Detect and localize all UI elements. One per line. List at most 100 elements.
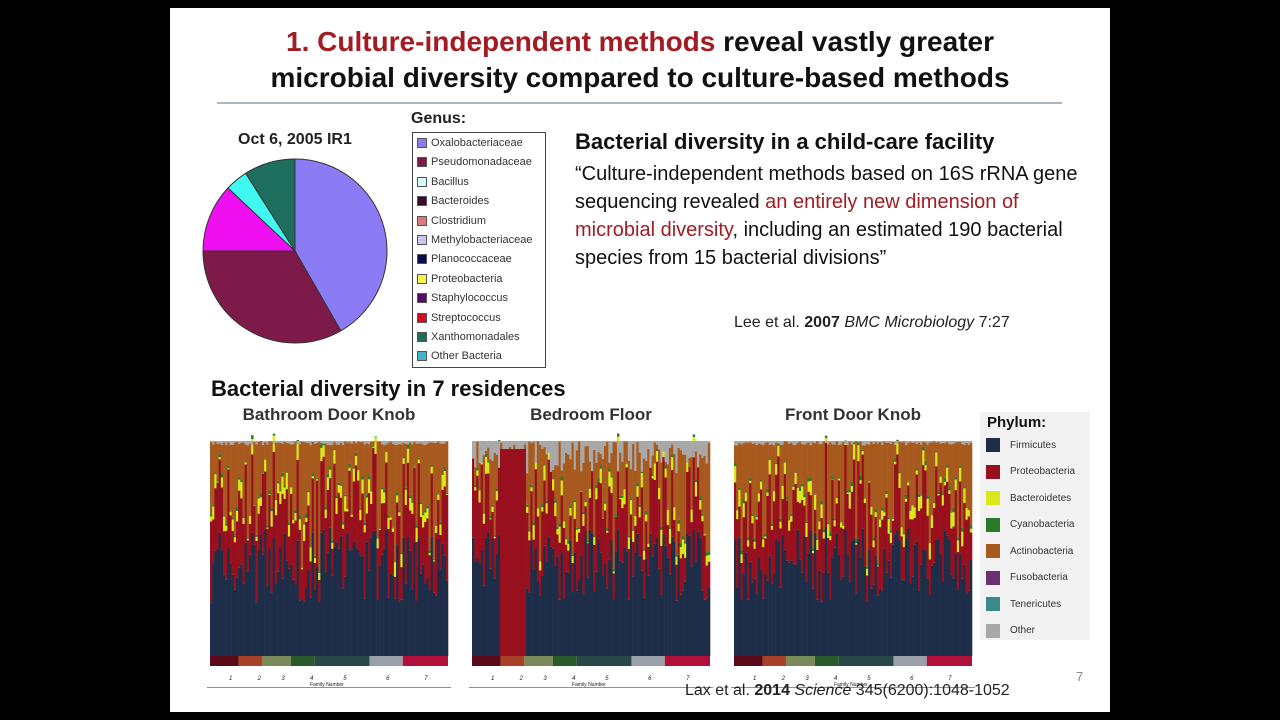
bar-segment (565, 538, 568, 540)
bar-segment (493, 452, 497, 536)
bar-segment (422, 444, 425, 514)
bar-segment (227, 465, 230, 469)
bar-segment (621, 495, 624, 498)
bar-segment (891, 520, 895, 545)
bar-segment (904, 498, 908, 502)
bar-segment (651, 474, 655, 477)
bar-segment (742, 574, 746, 656)
bar-segment (443, 470, 447, 487)
bar-segment (225, 523, 228, 526)
bar-segment (318, 580, 321, 602)
bar-segment (746, 546, 750, 600)
bar-segment (300, 441, 304, 568)
bar-segment (956, 537, 960, 541)
bar-segment (365, 443, 369, 495)
bar-segment (673, 453, 676, 507)
bar-segment (255, 444, 258, 535)
legend-label: Bacteroides (431, 195, 490, 208)
bar-segment (376, 441, 380, 538)
bar-segment (642, 441, 646, 459)
bar-segment (939, 443, 943, 476)
bar-segment (251, 439, 254, 455)
bar-segment (961, 578, 964, 656)
bar-segment (775, 462, 778, 465)
phylum-legend-item: Fusobacteria (986, 570, 1068, 585)
bar-segment (311, 441, 315, 474)
bar-segment (580, 555, 583, 656)
bar-segment (651, 476, 655, 479)
bar-segment (558, 441, 562, 523)
bar-segment (751, 443, 754, 514)
bar-segment (811, 547, 815, 551)
bar-segment (876, 443, 880, 564)
bar-segment (668, 528, 672, 544)
bar-segment (303, 524, 306, 525)
bar-segment (736, 445, 739, 510)
bar-segment (337, 492, 341, 549)
bar-segment (954, 476, 958, 480)
bar-segment (920, 441, 923, 445)
bar-segment (350, 516, 354, 550)
bar-segment (820, 444, 824, 501)
bar-segment (419, 573, 423, 656)
bar-segment (558, 526, 562, 543)
cite-volume: 7:27 (974, 314, 1010, 331)
bar-segment (305, 587, 308, 656)
bar-segment (246, 571, 250, 656)
bar-segment (261, 444, 265, 473)
bar-segment (814, 494, 817, 510)
bar-segment (261, 472, 265, 473)
bar-segment (818, 520, 821, 522)
bar-segment (840, 579, 843, 656)
family-color-strip (290, 656, 315, 666)
bar-segment (320, 461, 323, 533)
bar-segment (824, 438, 828, 442)
bar-segment (599, 483, 603, 553)
bar-segment (597, 538, 600, 656)
bar-segment (419, 502, 423, 505)
bar-segment (378, 441, 382, 529)
bar-segment (484, 450, 488, 454)
bar-segment (445, 494, 449, 581)
bar-segment (352, 467, 356, 469)
bar-segment (380, 444, 384, 488)
family-number-label: 3 (543, 676, 547, 682)
bar-segment (894, 461, 897, 465)
bar-segment (926, 515, 930, 579)
bar-segment (281, 578, 284, 656)
bar-segment (298, 515, 302, 520)
bar-segment (584, 441, 587, 447)
bar-segment (907, 443, 910, 482)
bar-segment (482, 585, 486, 656)
bar-segment (322, 529, 325, 656)
bar-segment (935, 442, 938, 451)
bar-segment (279, 491, 282, 504)
bar-segment (894, 441, 897, 445)
bar-segment (374, 531, 377, 656)
bar-segment (220, 477, 224, 488)
bar-segment (367, 444, 371, 476)
bar-segment (956, 441, 960, 442)
bar-segment (255, 441, 258, 445)
bar-segment (606, 527, 609, 531)
family-color-strip (786, 656, 815, 666)
bar-segment (335, 513, 338, 543)
bar-segment (222, 442, 226, 517)
bar-segment (300, 599, 304, 656)
bar-segment (790, 521, 793, 561)
bar-segment (896, 454, 899, 531)
bar-segment (749, 442, 752, 478)
bar-segment (937, 441, 940, 442)
bar-segment (573, 441, 577, 470)
bar-segment (701, 521, 704, 591)
bar-segment (573, 518, 577, 553)
bar-segment (335, 542, 338, 656)
bar-segment (396, 444, 399, 493)
bar-segment (610, 475, 613, 478)
bar-segment (515, 441, 518, 455)
bar-segment (272, 537, 276, 656)
bar-segment (363, 525, 367, 533)
bar-segment (677, 531, 681, 555)
bar-segment (385, 441, 388, 445)
bar-segment (744, 501, 748, 553)
